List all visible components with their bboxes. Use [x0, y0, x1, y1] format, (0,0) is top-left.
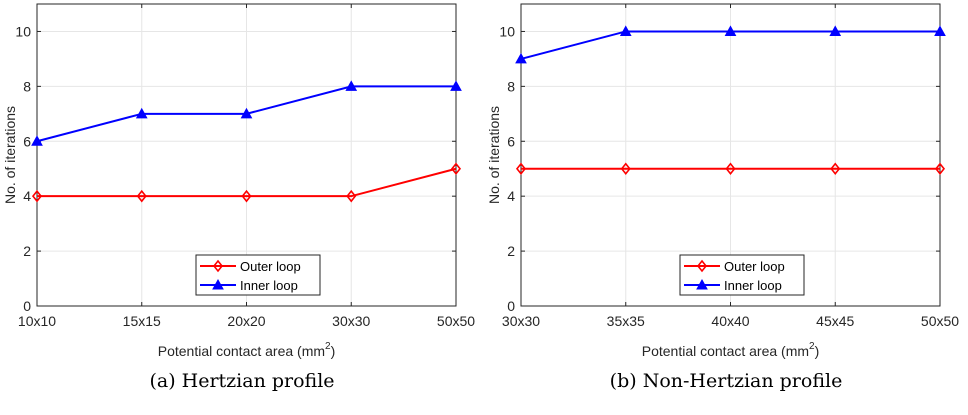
- data-point-inner-loop: [240, 107, 253, 119]
- legend-marker-outer-loop: [212, 259, 224, 273]
- y-tick-label: 0: [23, 298, 31, 314]
- y-tick-label: 2: [507, 243, 515, 259]
- chart-a-svg: 0 2 4 6 8 10 10x10 15x15 20x20 30x30 50x50 Potentia…: [2, 3, 475, 359]
- y-tick-label: 0: [507, 298, 515, 314]
- legend-marker-inner-loop: [696, 278, 708, 290]
- data-point-outer-loop: [31, 189, 43, 203]
- data-point-outer-loop: [241, 189, 252, 203]
- chart-panel-a: 0 2 4 6 8 10 10x10 15x15 20x20 30x30 50x50 Potentia…: [2, 3, 475, 392]
- x-tick-label: 50x50: [921, 313, 959, 329]
- x-tick-label: 10x10: [18, 313, 56, 329]
- legend-label: Inner loop: [724, 278, 782, 293]
- caption-a: (a) Hertzian profile: [149, 370, 335, 392]
- y-tick-label: 8: [23, 78, 31, 94]
- data-point-outer-loop: [515, 162, 527, 176]
- y-axis-label: No. of iterations: [2, 106, 18, 204]
- data-point-outer-loop: [136, 189, 147, 203]
- x-tick-label: 15x15: [123, 313, 161, 329]
- chart-b-svg: 0 2 4 6 8 10 30x30 35x35 40x40 45x45 50x50 Potentia…: [486, 3, 959, 359]
- data-point-outer-loop: [620, 162, 631, 176]
- caption-b: (b) Non-Hertzian profile: [609, 370, 843, 392]
- data-point-inner-loop: [619, 25, 632, 36]
- y-tick-label: 4: [23, 188, 31, 204]
- data-point-inner-loop: [135, 107, 148, 119]
- legend-label: Inner loop: [240, 278, 298, 293]
- data-point-outer-loop: [830, 162, 841, 176]
- series-line-outer-loop: [37, 167, 457, 198]
- legend-marker-inner-loop: [212, 278, 224, 290]
- x-tick-label: 35x35: [607, 313, 645, 329]
- chart-panel-b: 0 2 4 6 8 10 30x30 35x35 40x40 45x45 50x50 Potentia…: [484, 0, 968, 415]
- y-tick-label: 2: [23, 243, 31, 259]
- x-tick-label: 45x45: [816, 313, 854, 329]
- x-axis-label: Potential contact area (mm2): [642, 341, 820, 359]
- data-point-outer-loop: [934, 162, 946, 176]
- data-point-outer-loop: [450, 162, 462, 176]
- x-tick-label: 20x20: [227, 313, 265, 329]
- y-tick-label: 6: [23, 133, 31, 149]
- y-tick-label: 8: [507, 78, 515, 94]
- data-point-inner-loop: [31, 135, 43, 146]
- x-tick-label: 30x30: [332, 313, 370, 329]
- data-point-inner-loop: [515, 52, 527, 64]
- data-point-outer-loop: [725, 162, 736, 176]
- x-tick-label: 30x30: [502, 313, 540, 329]
- data-point-outer-loop: [346, 189, 357, 203]
- y-tick-label: 6: [507, 133, 515, 149]
- y-tick-label: 10: [15, 23, 31, 39]
- legend-label: Outer loop: [724, 259, 785, 274]
- data-point-inner-loop: [829, 25, 842, 36]
- y-axis-label: No. of iterations: [486, 106, 502, 204]
- y-tick-label: 4: [507, 188, 515, 204]
- legend-marker-outer-loop: [696, 259, 708, 273]
- data-point-inner-loop: [934, 25, 946, 36]
- x-tick-label: 50x50: [437, 313, 475, 329]
- data-point-inner-loop: [345, 80, 358, 91]
- data-point-inner-loop: [724, 25, 737, 36]
- x-axis-label: Potential contact area (mm2): [158, 341, 336, 359]
- x-tick-label: 40x40: [711, 313, 749, 329]
- legend-label: Outer loop: [240, 259, 301, 274]
- data-point-inner-loop: [450, 80, 462, 91]
- y-tick-label: 10: [499, 23, 515, 39]
